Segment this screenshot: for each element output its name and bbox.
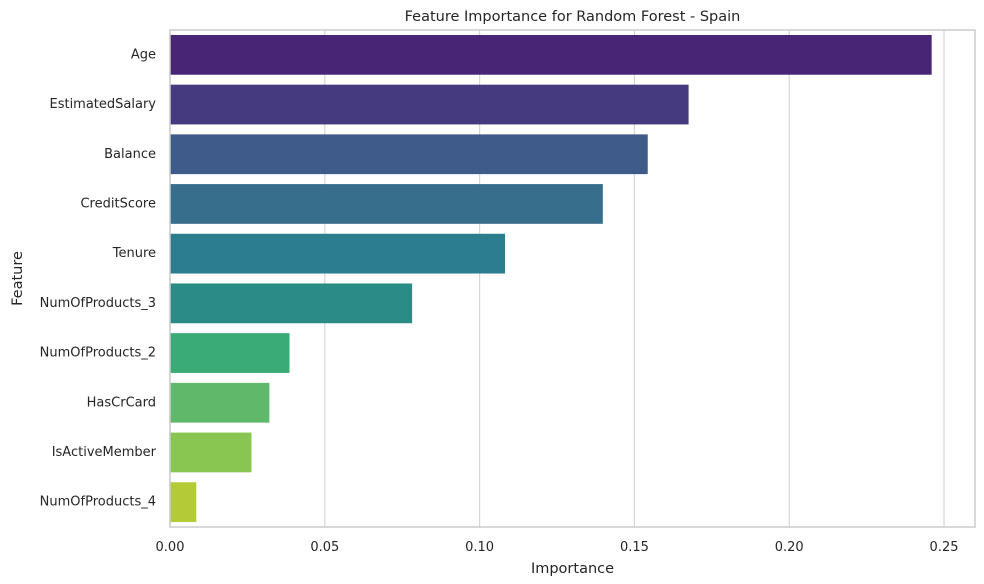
- x-tick-label: 0.05: [310, 540, 339, 555]
- y-axis-title: Feature: [10, 251, 26, 306]
- y-tick-label: Age: [131, 47, 156, 62]
- x-tick-label: 0.10: [465, 540, 494, 555]
- bars: [170, 34, 932, 523]
- x-tick-label: 0.25: [930, 540, 959, 555]
- y-tick-label: CreditScore: [80, 196, 156, 211]
- y-tick-label: EstimatedSalary: [49, 97, 156, 112]
- x-tick-label: 0.00: [156, 540, 185, 555]
- y-tick-label: HasCrCard: [87, 395, 156, 410]
- y-tick-label: NumOfProducts_4: [40, 495, 156, 510]
- bar-numofproducts-2: [170, 333, 290, 373]
- bar-hascrcard: [170, 382, 270, 423]
- bar-balance: [170, 134, 648, 175]
- x-tick-labels: 0.00 0.05 0.10 0.15 0.20 0.25: [156, 540, 959, 555]
- plot-frame: [169, 29, 976, 528]
- x-tick-label: 0.15: [620, 540, 649, 555]
- bar-tenure: [170, 233, 506, 274]
- bar-numofproducts-4: [170, 482, 197, 523]
- y-tick-label: Balance: [104, 147, 156, 162]
- y-tick-label: NumOfProducts_3: [40, 296, 156, 311]
- chart-title: Feature Importance for Random Forest - S…: [405, 9, 741, 25]
- bar-age: [170, 34, 932, 75]
- y-tick-labels: Age EstimatedSalary Balance CreditScore Tenu…: [40, 47, 157, 509]
- bar-estimatedsalary: [170, 84, 689, 125]
- y-tick-label: NumOfProducts_2: [40, 346, 156, 361]
- y-tick-label: IsActiveMember: [52, 445, 157, 460]
- bar-numofproducts-3: [170, 283, 413, 324]
- x-tick-label: 0.20: [775, 540, 804, 555]
- bar-creditscore: [170, 184, 603, 224]
- x-axis-title: Importance: [531, 561, 614, 577]
- y-tick-label: Tenure: [112, 246, 156, 261]
- bar-isactivemember: [170, 432, 252, 473]
